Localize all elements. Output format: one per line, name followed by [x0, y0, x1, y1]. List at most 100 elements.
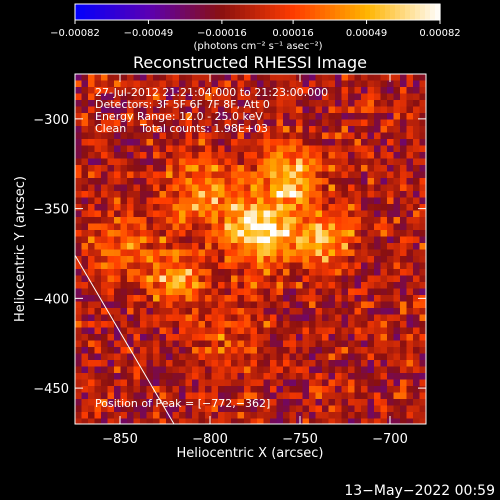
heatmap-cell	[146, 80, 154, 88]
colorbar-cell	[260, 4, 266, 20]
heatmap-cell	[218, 282, 225, 289]
heatmap-cell	[153, 152, 160, 159]
heatmap-cell	[224, 399, 232, 406]
heatmap-cell	[374, 74, 381, 81]
heatmap-cell	[153, 236, 160, 244]
heatmap-cell	[283, 288, 290, 296]
heatmap-cell	[185, 178, 193, 185]
heatmap-cell	[146, 132, 154, 140]
heatmap-cell	[237, 256, 245, 263]
heatmap-cell	[348, 314, 355, 322]
heatmap-cell	[335, 178, 342, 185]
heatmap-cell	[231, 295, 238, 302]
heatmap-cell	[387, 321, 394, 328]
heatmap-cell	[218, 236, 225, 244]
heatmap-cell	[328, 74, 336, 81]
heatmap-cell	[211, 314, 219, 322]
heatmap-cell	[270, 399, 277, 406]
heatmap-cell	[354, 158, 362, 166]
heatmap-cell	[133, 165, 141, 172]
heatmap-cell	[400, 334, 407, 341]
heatmap-cell	[231, 314, 238, 322]
heatmap-cell	[283, 334, 290, 341]
heatmap-cell	[198, 106, 206, 114]
heatmap-cell	[419, 119, 426, 127]
heatmap-cell	[387, 373, 394, 380]
heatmap-cell	[393, 87, 401, 94]
heatmap-cell	[387, 262, 394, 270]
heatmap-cell	[354, 379, 362, 387]
heatmap-cell	[140, 74, 147, 81]
heatmap-cell	[296, 236, 303, 244]
heatmap-cell	[159, 347, 167, 354]
heatmap-cell	[198, 353, 206, 361]
heatmap-cell	[270, 132, 277, 140]
heatmap-cell	[374, 204, 381, 211]
heatmap-cell	[380, 178, 388, 185]
heatmap-cell	[75, 405, 82, 413]
heatmap-cell	[250, 321, 258, 328]
heatmap-cell	[211, 366, 219, 374]
heatmap-cell	[127, 217, 134, 224]
heatmap-cell	[367, 288, 375, 296]
heatmap-cell	[244, 197, 251, 205]
heatmap-cell	[419, 314, 426, 322]
heatmap-cell	[309, 87, 316, 94]
heatmap-cell	[354, 145, 362, 153]
heatmap-cell	[380, 412, 388, 419]
heatmap-cell	[166, 301, 173, 309]
heatmap-cell	[88, 223, 95, 231]
heatmap-cell	[322, 405, 329, 413]
heatmap-cell	[257, 217, 264, 224]
heatmap-cell	[315, 178, 323, 185]
heatmap-cell	[237, 373, 245, 380]
heatmap-cell	[205, 152, 212, 159]
heatmap-cell	[374, 87, 381, 94]
heatmap-cell	[257, 74, 264, 81]
heatmap-cell	[185, 275, 193, 283]
heatmap-cell	[166, 223, 173, 231]
heatmap-cell	[380, 366, 388, 374]
heatmap-cell	[276, 353, 284, 361]
heatmap-cell	[231, 171, 238, 179]
heatmap-cell	[140, 184, 147, 192]
heatmap-cell	[127, 360, 134, 367]
heatmap-cell	[218, 249, 225, 257]
heatmap-cell	[159, 386, 167, 393]
heatmap-cell	[179, 204, 186, 211]
heatmap-cell	[309, 243, 316, 250]
heatmap-cell	[315, 405, 323, 413]
heatmap-cell	[192, 373, 199, 380]
heatmap-cell	[289, 360, 297, 367]
heatmap-cell	[75, 321, 82, 328]
heatmap-cell	[250, 301, 258, 309]
heatmap-cell	[198, 93, 206, 101]
heatmap-cell	[335, 165, 342, 172]
heatmap-cell	[224, 353, 232, 361]
heatmap-cell	[413, 171, 420, 179]
heatmap-cell	[419, 100, 426, 107]
heatmap-cell	[257, 210, 264, 218]
heatmap-cell	[406, 399, 414, 406]
heatmap-cell	[192, 386, 199, 393]
heatmap-cell	[400, 139, 407, 146]
heatmap-cell	[276, 308, 284, 315]
heatmap-cell	[400, 236, 407, 244]
heatmap-cell	[224, 178, 232, 185]
heatmap-cell	[263, 106, 271, 114]
heatmap-cell	[153, 418, 160, 424]
heatmap-cell	[361, 210, 368, 218]
heatmap-cell	[107, 360, 115, 367]
heatmap-cell	[153, 327, 160, 335]
heatmap-cell	[270, 230, 277, 237]
heatmap-cell	[81, 405, 89, 413]
heatmap-cell	[75, 366, 82, 374]
heatmap-cell	[205, 100, 212, 107]
heatmap-cell	[114, 282, 121, 289]
heatmap-cell	[315, 152, 323, 159]
heatmap-cell	[289, 113, 297, 120]
heatmap-cell	[413, 165, 420, 172]
heatmap-cell	[107, 236, 115, 244]
colorbar-tick-label: −0.00049	[124, 28, 174, 39]
heatmap-cell	[237, 113, 245, 120]
